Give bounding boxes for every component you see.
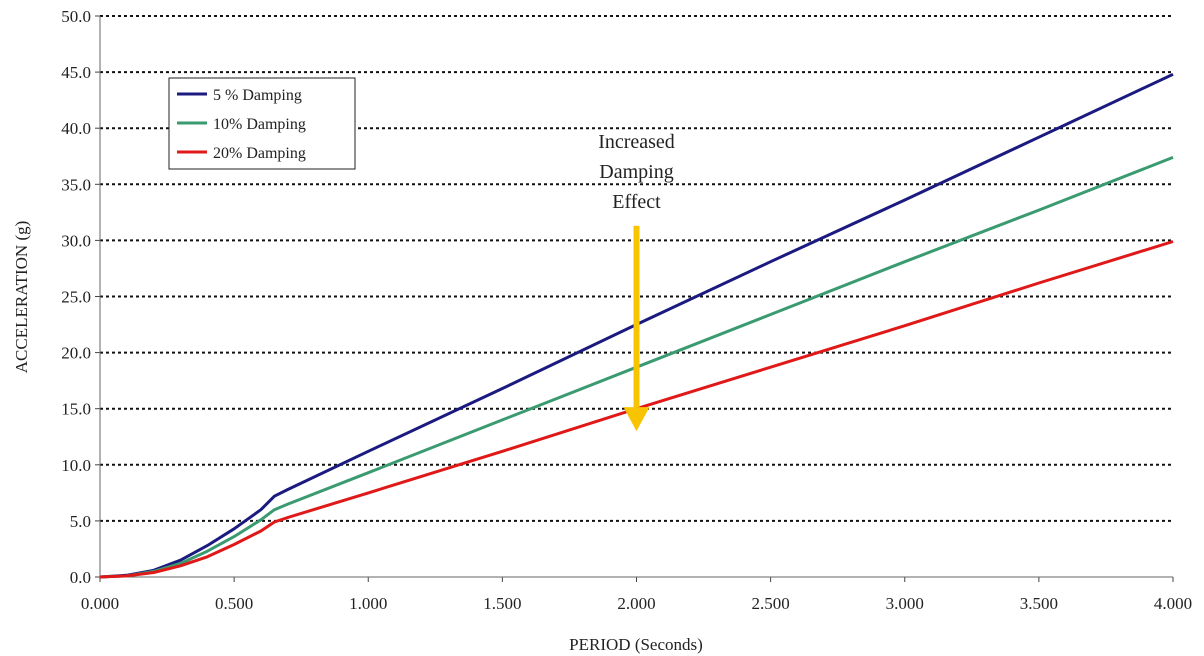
x-tick-label: 0.500 <box>215 594 253 613</box>
legend-label: 5 % Damping <box>213 87 302 104</box>
series-line-3 <box>99 240 1174 579</box>
x-tick-label: 1.500 <box>483 594 521 613</box>
x-tick-label: 2.500 <box>752 594 790 613</box>
x-tick-label: 3.500 <box>1020 594 1058 613</box>
y-tick-label: 45.0 <box>61 63 91 82</box>
y-tick-label: 5.0 <box>70 512 91 531</box>
annotation-text: Damping <box>599 161 673 183</box>
damping-effect-annotation: Increased Damping Effect <box>598 131 675 432</box>
axes <box>99 16 1173 578</box>
x-axis-ticks: 0.000 0.500 1.000 1.500 2.000 2.500 3.000 3.500… <box>81 577 1192 613</box>
y-tick-label: 25.0 <box>61 288 91 307</box>
legend: 5 % Damping 10% Damping 20% Damping <box>168 77 356 170</box>
arrow-shaft <box>633 225 640 408</box>
y-tick-label: 40.0 <box>61 119 91 138</box>
series-lines <box>99 72 1174 579</box>
y-axis-title: ACCELERATION (g) <box>12 221 31 374</box>
x-tick-label: 2.000 <box>617 594 655 613</box>
y-axis-ticks: 0.0 5.0 10.0 15.0 20.0 25.0 30.0 35.0 40.0 45.0 50… <box>61 7 100 587</box>
y-tick-label: 30.0 <box>61 231 91 250</box>
y-tick-label: 10.0 <box>61 456 91 475</box>
arrow-head <box>623 407 650 432</box>
y-tick-label: 20.0 <box>61 344 91 363</box>
x-tick-label: 0.000 <box>81 594 119 613</box>
y-tick-label: 0.0 <box>70 568 91 587</box>
y-tick-label: 35.0 <box>61 175 91 194</box>
annotation-text: Increased <box>598 131 675 153</box>
x-tick-label: 4.000 <box>1154 594 1192 613</box>
legend-label: 20% Damping <box>213 145 306 162</box>
y-tick-label: 50.0 <box>61 7 91 26</box>
x-tick-label: 1.000 <box>349 594 387 613</box>
legend-label: 10% Damping <box>213 116 306 133</box>
series-line-1 <box>99 72 1174 579</box>
x-tick-label: 3.000 <box>886 594 924 613</box>
y-tick-label: 15.0 <box>61 400 91 419</box>
series-line-2 <box>99 156 1174 579</box>
annotation-text: Effect <box>612 191 661 213</box>
x-axis-title: PERIOD (Seconds) <box>569 635 703 654</box>
